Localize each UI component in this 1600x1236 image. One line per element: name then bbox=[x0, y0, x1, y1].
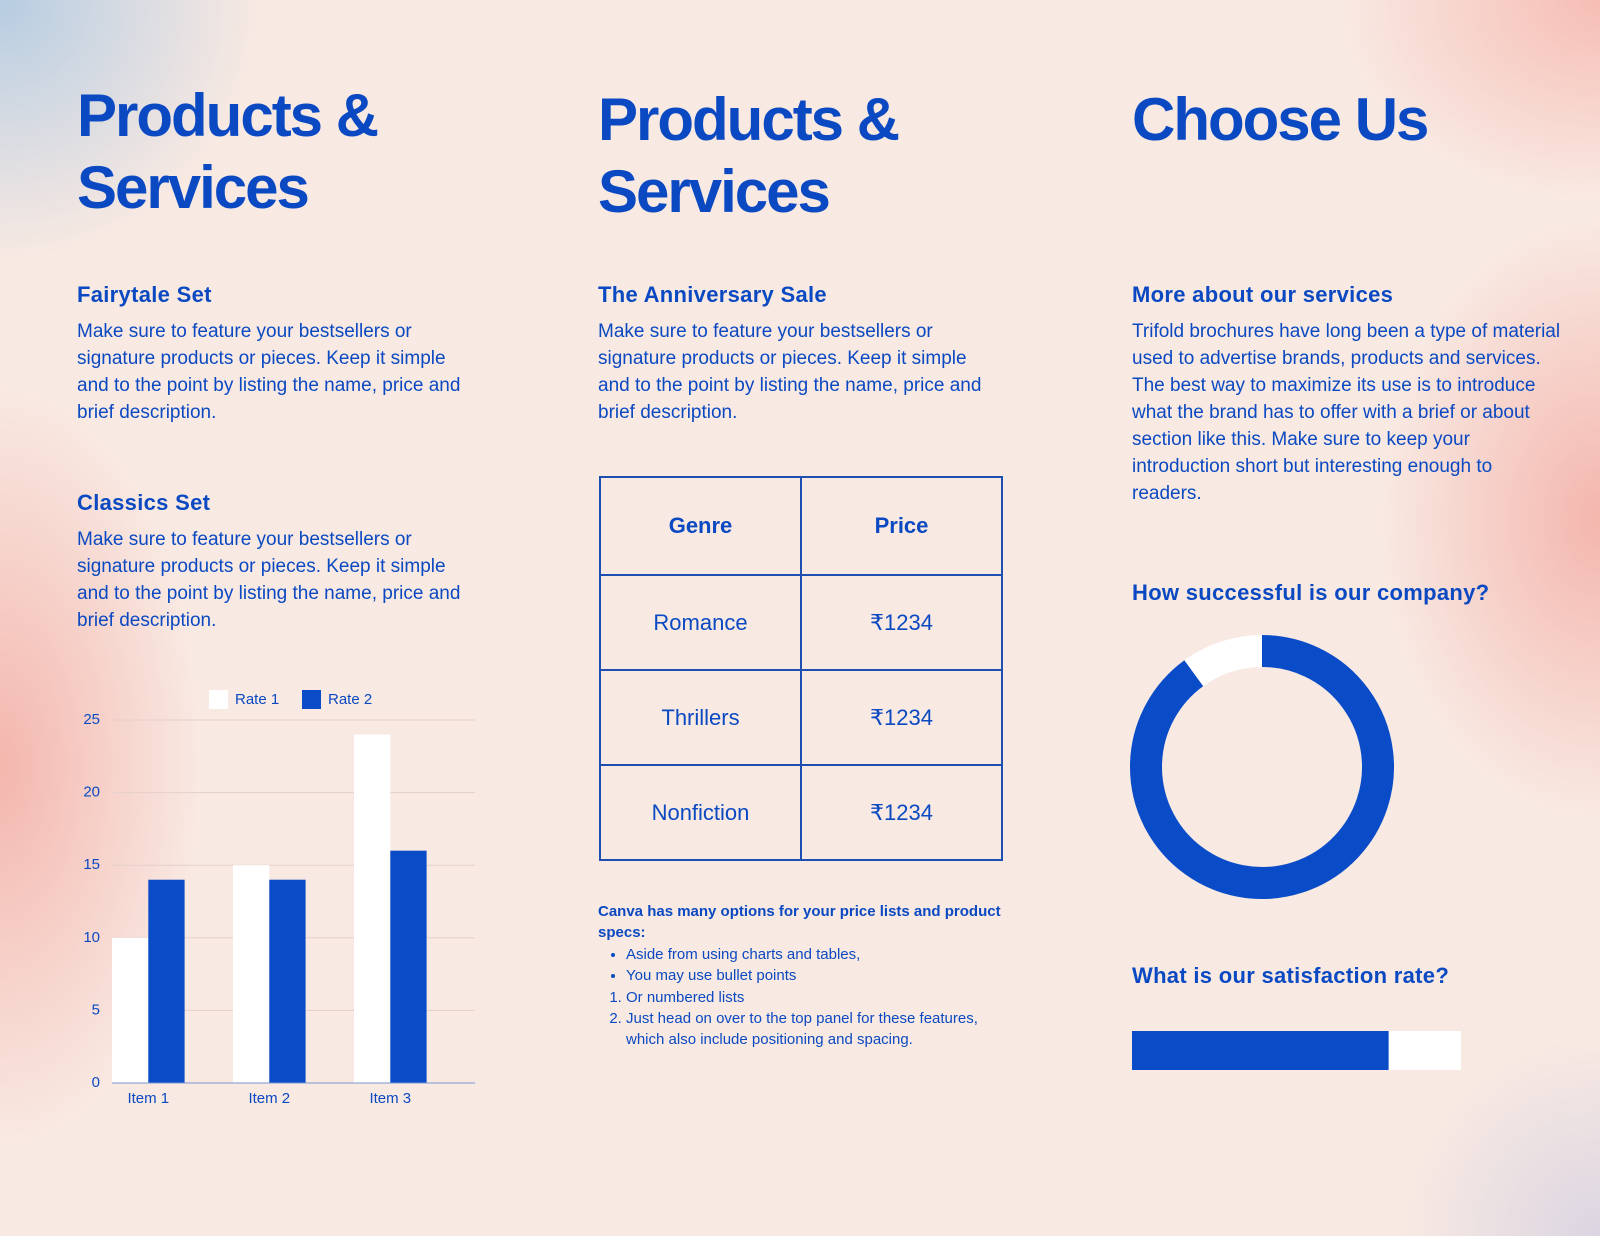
legend-label: Rate 1 bbox=[235, 691, 279, 708]
table-cell: Nonfiction bbox=[599, 764, 802, 861]
y-tick-label: 15 bbox=[83, 856, 100, 873]
donut-segment bbox=[1130, 635, 1394, 899]
x-tick-label: Item 3 bbox=[369, 1090, 411, 1107]
bar bbox=[390, 850, 427, 1083]
paragraph: Make sure to feature your bestsellers or… bbox=[598, 321, 982, 423]
y-tick-label: 25 bbox=[83, 711, 100, 728]
notes: Canva has many options for your price li… bbox=[598, 901, 1018, 1051]
table-header: Price bbox=[800, 476, 1003, 576]
bullet-item: Aside from using charts and tables, bbox=[626, 944, 1018, 965]
table-cell: Romance bbox=[599, 574, 802, 671]
table-cell: ₹1234 bbox=[800, 574, 1003, 671]
y-tick-label: 0 bbox=[92, 1074, 100, 1091]
y-tick-label: 20 bbox=[83, 784, 100, 801]
x-tick-label: Item 1 bbox=[127, 1090, 169, 1107]
y-tick-label: 5 bbox=[92, 1001, 100, 1018]
bullet-item: You may use bullet points bbox=[626, 965, 1018, 986]
title: Products & Services bbox=[77, 82, 379, 221]
bar bbox=[112, 937, 149, 1083]
bar bbox=[269, 879, 306, 1083]
legend-swatch bbox=[302, 690, 321, 709]
heading: What is our satisfaction rate? bbox=[1132, 963, 1450, 988]
heading: How successful is our company? bbox=[1132, 580, 1490, 605]
table-header: Genre bbox=[599, 476, 802, 576]
heading: More about our services bbox=[1132, 282, 1394, 307]
table-cell: Thrillers bbox=[599, 669, 802, 766]
title: Products & Services bbox=[598, 86, 900, 225]
paragraph: Make sure to feature your bestsellers or… bbox=[77, 321, 461, 423]
table-cell: ₹1234 bbox=[800, 669, 1003, 766]
numbered-item: Just head on over to the top panel for t… bbox=[626, 1008, 1018, 1051]
legend-swatch bbox=[209, 690, 228, 709]
donut-segment bbox=[1184, 635, 1263, 687]
bar bbox=[148, 879, 185, 1083]
heading: The Anniversary Sale bbox=[598, 282, 827, 307]
heading: Classics Set bbox=[77, 490, 211, 515]
progress-bar bbox=[1132, 1031, 1389, 1070]
heading: Fairytale Set bbox=[77, 282, 212, 307]
notes-lead: Canva has many options for your price li… bbox=[598, 903, 1001, 942]
bullet-list: Aside from using charts and tables, You … bbox=[598, 944, 1018, 987]
numbered-item: Or numbered lists bbox=[626, 987, 1018, 1008]
bar bbox=[233, 865, 270, 1083]
y-tick-label: 10 bbox=[83, 929, 100, 946]
price-table: Genre Price Romance ₹1234 Thrillers ₹1234 N… bbox=[599, 476, 1003, 861]
legend-label: Rate 2 bbox=[328, 691, 372, 708]
title: Choose Us bbox=[1132, 86, 1429, 153]
table-cell: ₹1234 bbox=[800, 764, 1003, 861]
bar bbox=[354, 734, 391, 1083]
x-tick-label: Item 2 bbox=[248, 1090, 290, 1107]
paragraph: Trifold brochures have long been a type … bbox=[1132, 321, 1561, 504]
numbered-list: Or numbered lists Just head on over to t… bbox=[598, 987, 1018, 1051]
paragraph: Make sure to feature your bestsellers or… bbox=[77, 529, 461, 631]
